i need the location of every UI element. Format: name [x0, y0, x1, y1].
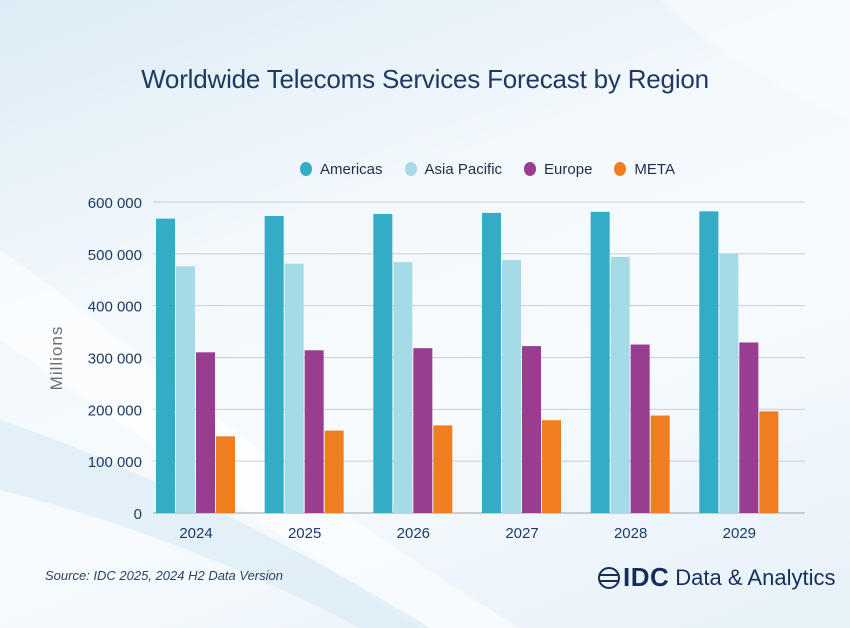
brand-text: Data & Analytics [675, 564, 836, 590]
bar [502, 260, 521, 513]
x-tick-label: 2026 [397, 525, 430, 542]
y-tick-label: 0 [134, 506, 142, 523]
legend-swatch-meta [614, 162, 627, 176]
bar [719, 253, 739, 513]
bar [433, 425, 453, 513]
legend-label-europe: Europe [544, 160, 593, 178]
y-tick-label: 300 000 [88, 351, 142, 368]
bar [522, 346, 541, 513]
y-tick-label: 500 000 [88, 247, 142, 264]
bar [739, 342, 759, 513]
bar [590, 211, 610, 513]
x-tick-label: 2024 [179, 525, 212, 542]
brand-mark: IDC [598, 562, 669, 593]
bar [482, 212, 501, 513]
x-tick-label: 2029 [723, 525, 756, 542]
globe-icon [598, 566, 620, 589]
bar [156, 218, 175, 513]
legend-label-americas: Americas [320, 160, 383, 178]
bar [216, 436, 235, 513]
bar [630, 344, 650, 513]
bar [264, 215, 284, 513]
bar [373, 213, 393, 513]
bar [699, 211, 719, 513]
bar [610, 256, 630, 513]
y-tick-label: 600 000 [88, 195, 142, 212]
legend-item-meta: META [614, 161, 675, 178]
source-note: Source: IDC 2025, 2024 H2 Data Version [45, 568, 283, 583]
chart-legend: Americas Asia Pacific Europe META [300, 158, 675, 180]
y-tick-label: 400 000 [88, 299, 142, 316]
legend-swatch-europe [524, 162, 537, 176]
bar [196, 352, 215, 513]
y-axis-label: Millions [47, 326, 66, 391]
bar [413, 348, 433, 513]
bar [542, 420, 561, 513]
bar [759, 411, 779, 513]
legend-label-meta: META [634, 160, 675, 178]
bar [284, 263, 304, 513]
y-tick-label: 100 000 [88, 454, 142, 471]
legend-swatch-asia-pacific [404, 162, 417, 176]
x-tick-label: 2025 [288, 525, 321, 542]
brand-mark-text: IDC [623, 562, 670, 592]
legend-label-asia-pacific: Asia Pacific [424, 160, 503, 178]
y-tick-label: 200 000 [88, 402, 142, 419]
x-tick-label: 2027 [505, 525, 538, 542]
legend-item-europe: Europe [524, 161, 592, 178]
chart-title: Worldwide Telecoms Services Forecast by … [141, 64, 709, 94]
bar [393, 262, 413, 513]
brand-logo: IDC Data & Analytics [598, 562, 835, 593]
bar [324, 430, 344, 513]
legend-item-asia-pacific: Asia Pacific [404, 160, 503, 178]
legend-item-americas: Americas [300, 161, 383, 178]
bar [176, 266, 195, 513]
legend-swatch-americas [300, 162, 312, 176]
bar [304, 350, 324, 513]
x-tick-label: 2028 [614, 525, 647, 542]
bar [650, 415, 670, 513]
